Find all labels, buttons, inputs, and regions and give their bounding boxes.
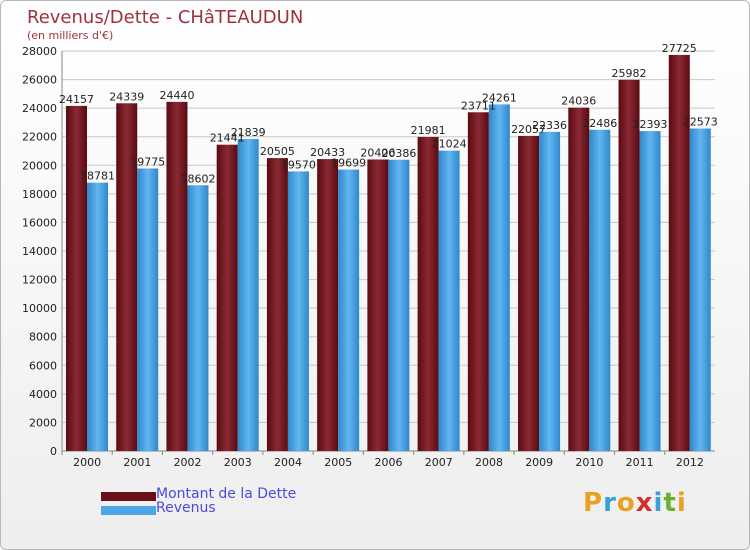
data-label: 21441 xyxy=(210,132,245,145)
y-tick-label: 16000 xyxy=(22,216,57,229)
bar-revenus xyxy=(338,169,360,452)
bar-revenus xyxy=(488,104,510,452)
x-tick-label: 2006 xyxy=(375,456,403,469)
x-tick-label: 2001 xyxy=(123,456,151,469)
data-label: 27725 xyxy=(662,42,697,55)
bar-dette xyxy=(317,159,339,451)
bar-revenus xyxy=(639,131,661,451)
logo-letter: i xyxy=(676,488,687,518)
logo-letter: t xyxy=(663,488,677,518)
y-tick-label: 4000 xyxy=(29,388,57,401)
bar-dette xyxy=(668,54,690,452)
data-label: 22393 xyxy=(633,118,668,131)
bar-dette xyxy=(216,144,238,451)
x-tick-label: 2004 xyxy=(274,456,302,469)
bar-dette xyxy=(266,158,288,452)
logo-letter: o xyxy=(616,488,636,518)
x-tick-label: 2007 xyxy=(425,456,453,469)
x-tick-label: 2003 xyxy=(224,456,252,469)
data-label: 21981 xyxy=(411,124,446,137)
bar-dette xyxy=(568,107,590,451)
bar-revenus xyxy=(539,131,561,451)
bar-dette xyxy=(66,105,87,452)
bar-revenus xyxy=(237,139,259,451)
chart-title: Revenus/Dette - CHâTEAUDUN xyxy=(27,7,304,28)
x-tick-label: 2012 xyxy=(676,456,704,469)
data-label: 19570 xyxy=(281,158,316,171)
data-label: 22486 xyxy=(582,117,617,130)
x-tick-label: 2009 xyxy=(525,456,553,469)
y-tick-label: 2000 xyxy=(29,416,57,429)
data-label: 24339 xyxy=(109,90,144,103)
data-label: 25982 xyxy=(612,67,647,80)
data-label: 22336 xyxy=(532,119,567,132)
data-label: 24440 xyxy=(159,89,194,102)
bar-dette xyxy=(116,103,138,452)
bar-dette xyxy=(618,79,640,451)
bar-revenus xyxy=(388,159,410,451)
y-tick-label: 24000 xyxy=(22,102,57,115)
y-tick-label: 12000 xyxy=(22,274,57,287)
y-tick-label: 20000 xyxy=(22,159,57,172)
y-tick-label: 0 xyxy=(50,445,57,458)
legend-label-dette: Montant de la Dette xyxy=(156,486,297,502)
data-label: 24157 xyxy=(59,93,94,106)
data-label: 19699 xyxy=(331,157,366,170)
x-tick-label: 2002 xyxy=(174,456,202,469)
y-tick-label: 28000 xyxy=(22,45,57,58)
data-label: 24261 xyxy=(482,91,517,104)
logo-letter: r xyxy=(603,488,617,518)
y-tick-label: 18000 xyxy=(22,188,57,201)
bar-revenus xyxy=(287,171,309,451)
data-label: 18781 xyxy=(80,170,115,183)
legend-label-revenus: Revenus xyxy=(156,500,216,516)
y-tick-label: 22000 xyxy=(22,131,57,144)
y-tick-label: 8000 xyxy=(29,331,57,344)
data-label: 21839 xyxy=(231,126,266,139)
y-tick-label: 6000 xyxy=(29,359,57,372)
bar-dette xyxy=(166,101,188,451)
bar-revenus xyxy=(87,182,108,451)
logo-letter: i xyxy=(653,488,664,518)
bar-revenus xyxy=(187,185,209,451)
data-label: 20386 xyxy=(381,147,416,160)
legend-swatch-dette xyxy=(101,492,156,501)
data-label: 20433 xyxy=(310,146,345,159)
data-label: 24036 xyxy=(561,95,596,108)
logo-letter: x xyxy=(635,488,654,518)
x-tick-label: 2010 xyxy=(575,456,603,469)
bar-revenus xyxy=(438,150,460,451)
data-label: 21024 xyxy=(432,138,467,151)
chart-subtitle: (en milliers d'€) xyxy=(27,29,114,42)
bar-revenus xyxy=(589,129,611,451)
proxiti-logo: Proxiti xyxy=(583,488,687,518)
bar-revenus xyxy=(689,128,711,451)
x-tick-label: 2008 xyxy=(475,456,503,469)
data-label: 23711 xyxy=(461,99,496,112)
legend-swatch-revenus xyxy=(101,506,156,515)
x-tick-label: 2005 xyxy=(324,456,352,469)
data-label: 20406 xyxy=(360,146,395,159)
y-tick-label: 14000 xyxy=(22,245,57,258)
bar-revenus xyxy=(137,168,159,451)
data-label: 20505 xyxy=(260,145,295,158)
bar-dette xyxy=(417,136,439,451)
logo-letter: P xyxy=(583,488,604,518)
bar-dette xyxy=(467,112,489,452)
y-tick-label: 26000 xyxy=(22,74,57,87)
x-tick-label: 2000 xyxy=(73,456,101,469)
y-tick-label: 10000 xyxy=(22,302,57,315)
bar-dette xyxy=(367,159,389,451)
data-label: 19775 xyxy=(130,156,165,169)
bar-dette xyxy=(518,135,540,451)
data-label: 18602 xyxy=(180,172,215,185)
data-label: 22573 xyxy=(683,116,718,129)
x-tick-label: 2011 xyxy=(626,456,654,469)
data-label: 22057 xyxy=(511,123,546,136)
